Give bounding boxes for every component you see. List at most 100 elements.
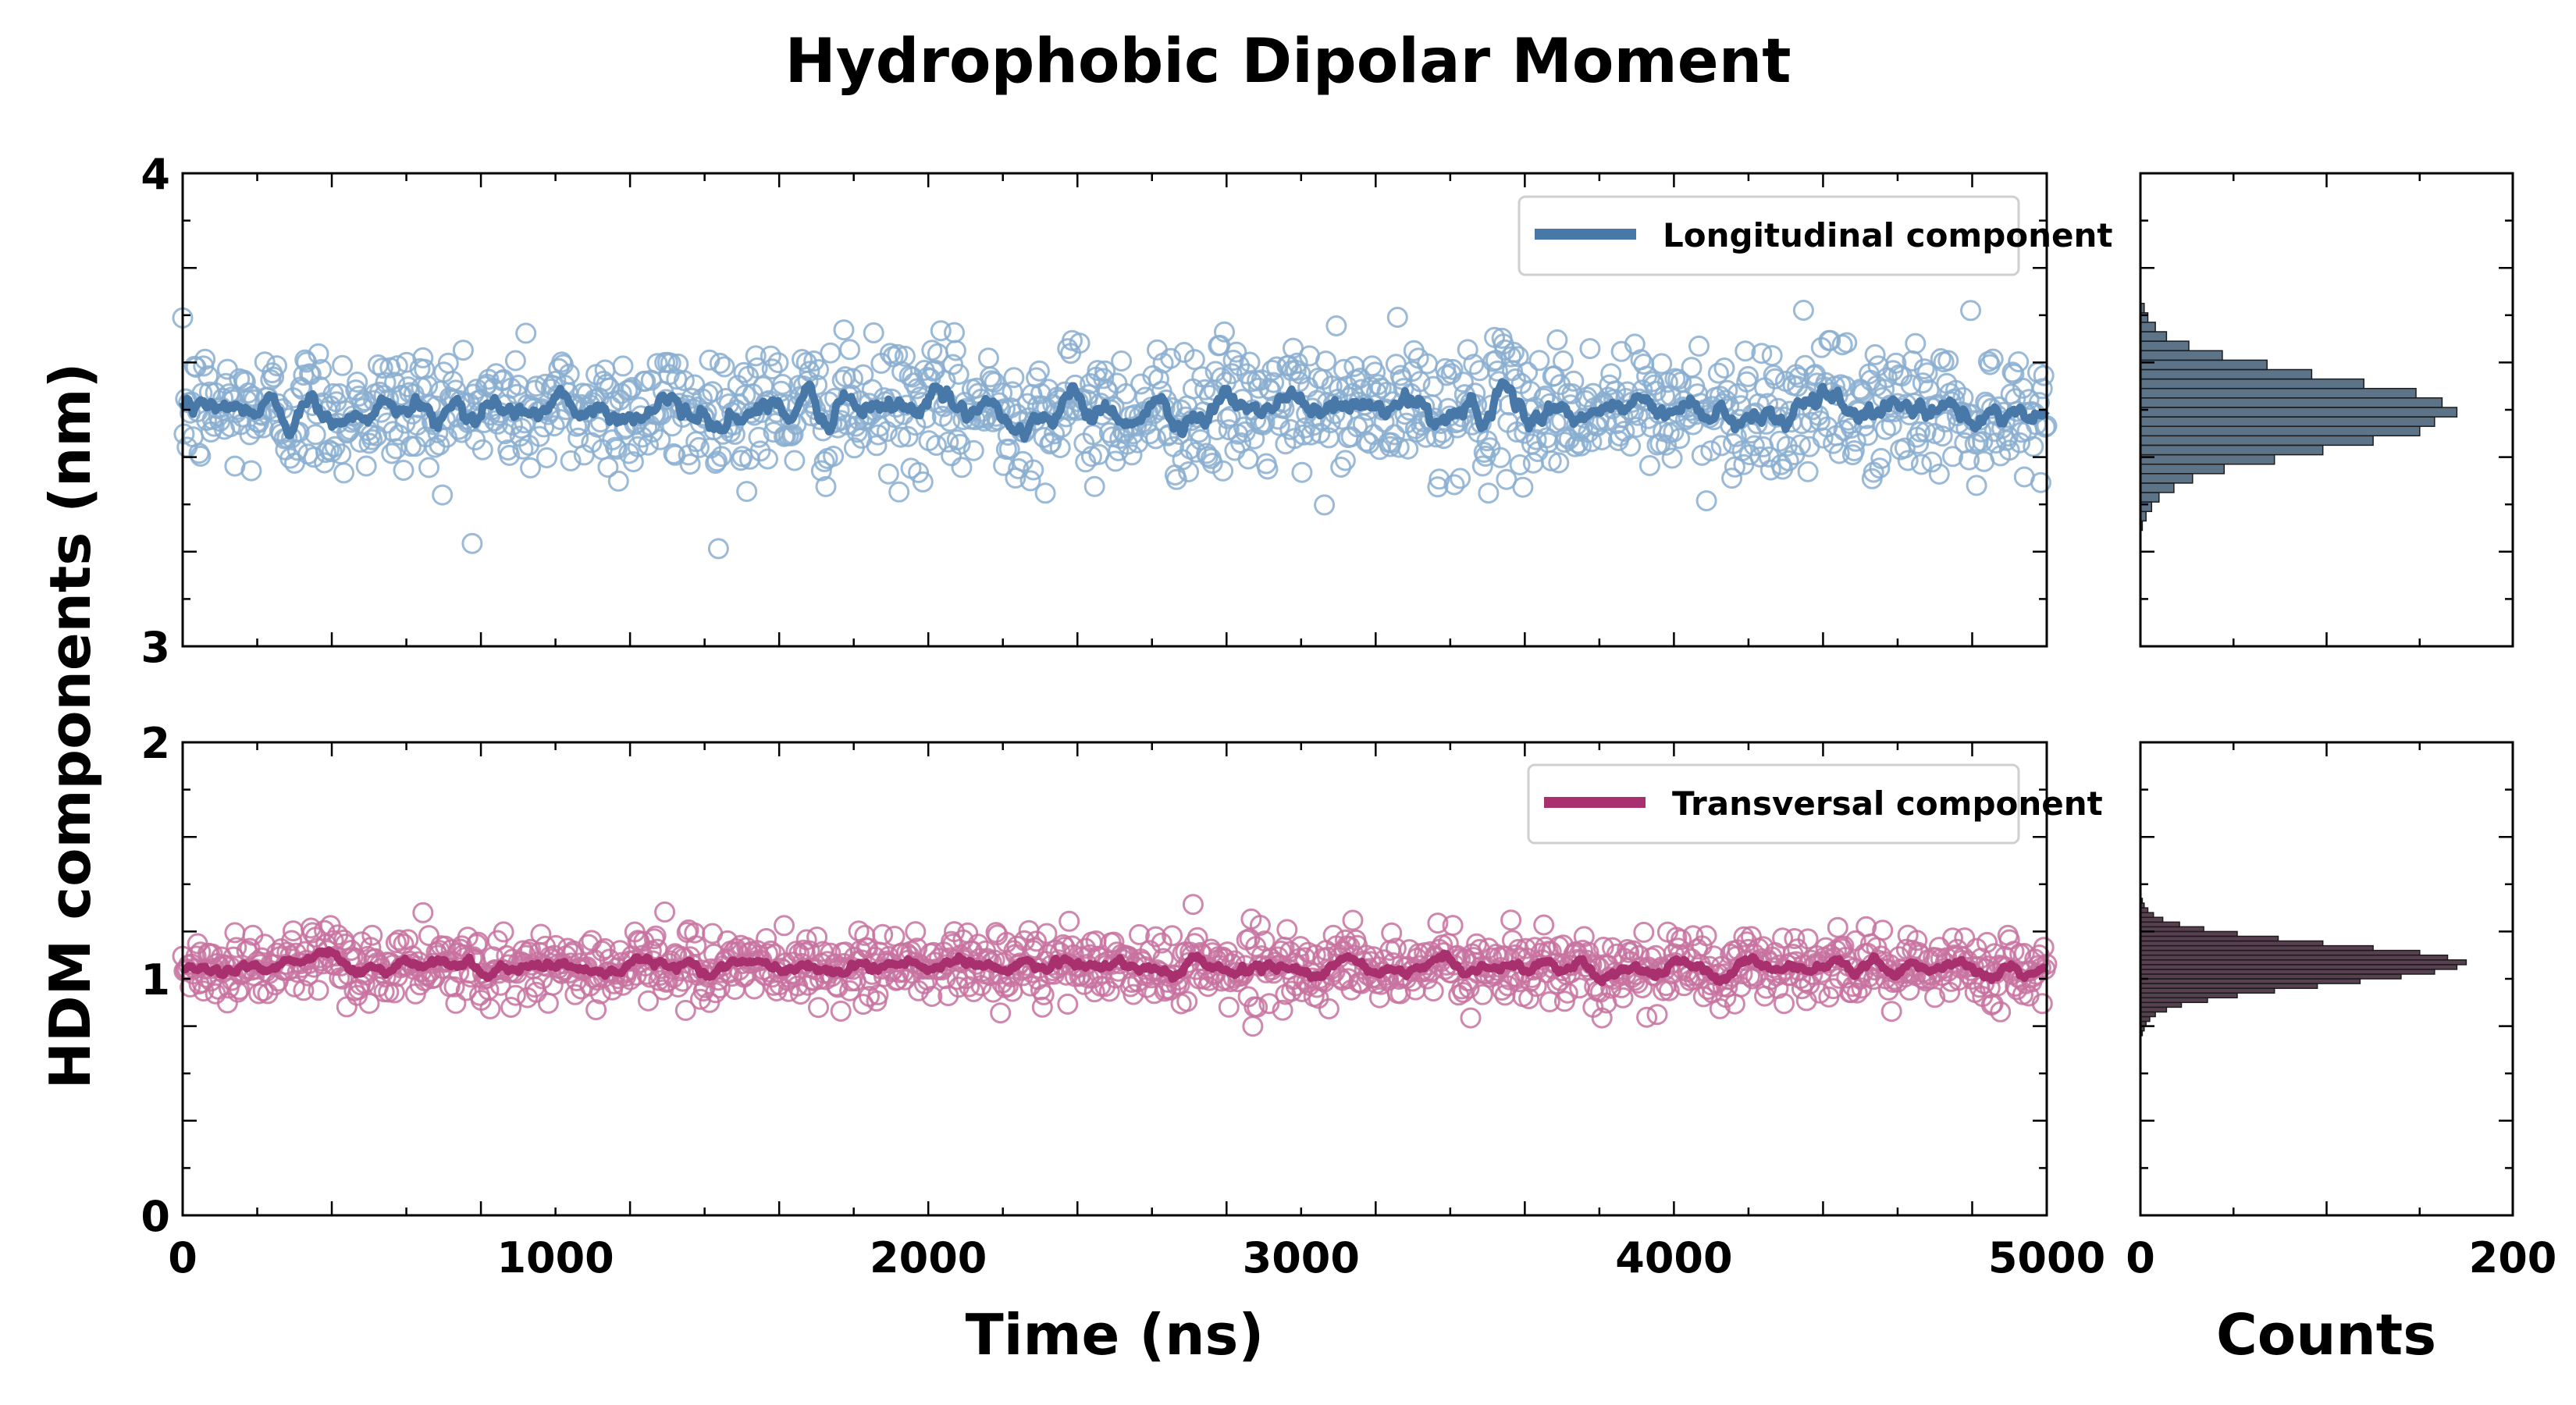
transversal-scatter-point [479, 998, 501, 1019]
longitudinal-scatter-point [605, 436, 626, 458]
transversal-scatter-point [1422, 980, 1444, 1002]
longitudinal-scatter-point [646, 353, 668, 375]
longitudinal-scatter-point [877, 463, 899, 485]
transversal-panel-frame [181, 741, 2048, 1217]
longitudinal-scatter-point [504, 350, 526, 372]
longitudinal-scatter-point [948, 364, 970, 385]
longitudinal-scatter-point [393, 460, 415, 481]
transversal-scatter-point [827, 976, 849, 998]
longitudinal-scatter-point [597, 457, 619, 478]
longitudinal-histogram-bar [2140, 340, 2190, 351]
longitudinal-scatter-point [1966, 475, 1987, 496]
longitudinal-scatter-point [1721, 468, 1743, 489]
longitudinal-scatter-point [663, 443, 685, 464]
longitudinal-scatter-point [324, 436, 346, 457]
transversal-scatter-point [1670, 929, 1692, 951]
longitudinal-scatter-point [321, 441, 343, 463]
transversal-scatter-point [1033, 984, 1055, 1005]
transversal-scatter-point [1151, 932, 1172, 954]
longitudinal-scatter-point [908, 461, 930, 483]
longitudinal-scatter-point [1820, 329, 1841, 351]
transversal-scatter-point [594, 937, 616, 959]
longitudinal-histogram-bar [2140, 482, 2175, 493]
transversal-scatter-point [537, 992, 559, 1014]
longitudinal-scatter-point [1909, 421, 1930, 443]
longitudinal-scatter-point [1669, 428, 1691, 450]
longitudinal-scatter-point [1735, 340, 1756, 362]
transversal-scatter-point [388, 929, 410, 951]
longitudinal-scatter-point [1921, 451, 1943, 473]
longitudinal-scatter-point [1507, 346, 1529, 368]
longitudinal-scatter-point [1908, 432, 1930, 454]
longitudinal-scatter-point [984, 372, 1005, 393]
transversal-scatter-point [1242, 1016, 1264, 1037]
longitudinal-histogram-bar [2140, 425, 2421, 437]
transversal-scatter-point [226, 937, 247, 959]
longitudinal-scatter-point [2001, 361, 2023, 383]
longitudinal-scatter-point [1083, 475, 1105, 497]
longitudinal-scatter-point [1384, 424, 1405, 446]
longitudinal-scatter-point [1503, 341, 1525, 363]
transversal-scatter-point [1442, 915, 1464, 937]
chart-title: Hydrophobic Dipolar Moment [785, 27, 1791, 97]
longitudinal-scatter-point [1315, 350, 1336, 372]
longitudinal-scatter-point [525, 375, 547, 397]
longitudinal-scatter-point [951, 457, 973, 478]
longitudinal-scatter-point [1433, 428, 1455, 450]
longitudinal-scatter-point [810, 460, 832, 482]
transversal-scatter-point [283, 976, 305, 998]
transversal-scatter-point [1249, 915, 1271, 936]
transversal-scatter-point [1443, 954, 1465, 976]
longitudinal-scatter-point [1178, 461, 1200, 482]
longitudinal-scatter-point [1409, 371, 1431, 393]
xtick-label-2000: 2000 [870, 1233, 987, 1282]
longitudinal-scatter-point [912, 471, 934, 493]
longitudinal-scatter-point [432, 484, 454, 506]
transversal-scatter-point [1059, 910, 1080, 932]
ytick-label-bottom-2: 2 [141, 719, 170, 768]
transversal-scatter-point [466, 934, 488, 955]
longitudinal-scatter-point [429, 434, 450, 456]
transversal-scatter-point [1176, 991, 1198, 1012]
longitudinal-histogram-bars [2140, 302, 2458, 532]
longitudinal-scatter-point [452, 340, 474, 361]
longitudinal-scatter-point [944, 322, 965, 343]
longitudinal-scatter-point [1928, 463, 1950, 485]
longitudinal-histogram-bar [2140, 454, 2275, 465]
transversal-scatter-point [1880, 1001, 1902, 1023]
longitudinal-scatter-point [1710, 435, 1732, 457]
longitudinal-scatter-point [355, 455, 377, 477]
longitudinal-scatter-point [1494, 339, 1516, 361]
xtick-label-0: 0 [168, 1233, 197, 1282]
longitudinal-scatter-point [879, 343, 901, 365]
longitudinal-scatter-point [930, 320, 952, 342]
transversal-scatter-point [674, 999, 696, 1021]
transversal-scatter-point [1272, 999, 1293, 1021]
longitudinal-scatter-point [1912, 372, 1934, 394]
longitudinal-scatter-point [536, 447, 557, 468]
transversal-scatter-point [281, 930, 303, 951]
transversal-scatter-point [1342, 909, 1364, 931]
transversal-scatter-point [743, 978, 765, 1000]
longitudinal-scatter-point [173, 423, 195, 445]
xtick-label-3000: 3000 [1243, 1233, 1360, 1282]
longitudinal-scatter-point [1504, 368, 1526, 389]
transversal-scatter-point [830, 1000, 852, 1022]
transversal-scatter-point [1270, 941, 1292, 962]
longitudinal-scatter-point [1121, 444, 1143, 466]
longitudinal-scatter-point [1985, 432, 2007, 454]
longitudinal-scatter-point [772, 374, 794, 395]
longitudinal-histogram-bar [2140, 322, 2156, 333]
transversal-scatter-point [1906, 930, 1928, 951]
transversal-scatter-point [530, 923, 552, 945]
longitudinal-scatter-point [1960, 300, 1981, 322]
longitudinal-scatter-point [1069, 333, 1091, 354]
longitudinal-scatter-point [361, 429, 383, 450]
longitudinal-scatter-point [2018, 389, 2040, 411]
longitudinal-histogram-bar [2140, 368, 2313, 380]
transversal-scatter-point [201, 943, 223, 965]
longitudinal-scatter-point [1864, 343, 1886, 365]
longitudinal-scatter-point [612, 355, 634, 377]
transversal-scatter-point [1772, 927, 1794, 949]
longitudinal-scatter-point [1894, 437, 1916, 459]
